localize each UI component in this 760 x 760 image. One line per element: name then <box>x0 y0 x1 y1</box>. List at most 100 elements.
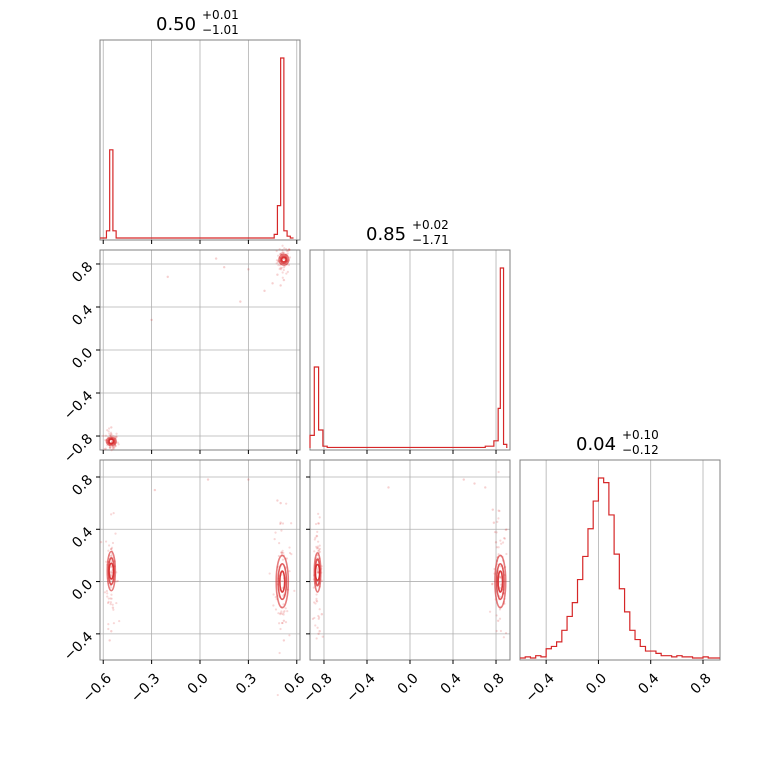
pair-0-cloud-0-1 <box>281 249 284 252</box>
pair-0-cloud-1-32 <box>114 444 117 447</box>
pair-1-cloud-1-35 <box>281 549 284 552</box>
pair-1-cloud-1-33 <box>278 651 281 655</box>
pair-2-cloud-0-42 <box>317 522 320 525</box>
pair-2-cloud-1-52 <box>501 541 505 544</box>
pair-2-cloud-1-38 <box>499 596 502 599</box>
param-2-title-minus: −0.12 <box>622 443 659 457</box>
pair-1-cloud-0-58 <box>110 575 113 578</box>
pair-1-cloud-0-36 <box>110 554 113 557</box>
pair-0-cloud-0-20 <box>286 270 289 274</box>
pair-1-cloud-0-53 <box>111 541 115 545</box>
pair-0-cloud-0-38 <box>278 248 281 251</box>
pair-2-cloud-0-48 <box>315 534 318 537</box>
pair-2-cloud-1-54 <box>493 530 497 534</box>
pair-2-cloud-1-37 <box>495 531 498 534</box>
pair-2-cloud-0-66 <box>313 550 316 553</box>
pair-2-cloud-1-67 <box>496 520 499 524</box>
param-0-title-plus: +0.01 <box>202 8 239 22</box>
pair-2-cloud-1-17 <box>497 470 500 474</box>
hist-2-frame <box>519 459 721 661</box>
pair-1-cloud-0-14 <box>110 555 113 558</box>
hist-0-steps <box>100 57 294 239</box>
pair-2-cloud-0-7 <box>318 516 321 519</box>
pair-1-cloud-1-50 <box>288 551 292 555</box>
pair-2-cloud-0-31 <box>316 568 319 572</box>
pair-1-cloud-0-35 <box>100 541 103 544</box>
pair-0-cloud-1-19 <box>109 431 113 434</box>
pair-0-contour-0-0 <box>280 256 287 263</box>
pair-2-cloud-1-20 <box>499 539 502 542</box>
pair-0-cloud-1-64 <box>112 445 115 449</box>
pair-2-cloud-0-39 <box>313 616 316 620</box>
pair-1-cloud-0-37 <box>112 622 116 625</box>
pair-2-point-4 <box>473 482 476 485</box>
pair-1-cloud-0-56 <box>118 619 121 623</box>
pair-2-cloud-0-0 <box>317 549 320 553</box>
pair-2-cloud-0-10 <box>316 547 319 550</box>
pair-1-cloud-0-67 <box>105 589 108 593</box>
pair-0-cloud-1-8 <box>108 432 111 435</box>
pair-2-cloud-0-44 <box>315 545 318 549</box>
pair-1-cloud-0-2 <box>107 597 110 600</box>
pair-2-cloud-1-9 <box>491 583 494 586</box>
pair-0-cloud-0-28 <box>278 267 281 271</box>
pair-2-cloud-1-15 <box>495 546 499 549</box>
hist-1-axes <box>309 249 511 454</box>
pair-0-cloud-0-68 <box>288 256 292 259</box>
pair-2-cloud-1-41 <box>497 546 500 549</box>
param-2-xtick-label-2: 0.4 <box>635 670 662 697</box>
pair-2-point-10 <box>387 486 390 489</box>
pair-2-point-6 <box>492 521 496 524</box>
pair-1-cloud-0-54 <box>112 512 115 515</box>
pair-1-cloud-0-65 <box>112 608 115 611</box>
pair-1-cloud-0-29 <box>109 586 112 589</box>
pair-1-cloud-1-67 <box>279 613 282 616</box>
param-2-ytick-label-2: 0.4 <box>69 524 96 551</box>
pair-1-cloud-0-44 <box>107 623 110 626</box>
pair-2-cloud-0-17 <box>315 547 318 550</box>
pair-0-cloud-0-14 <box>287 249 290 252</box>
pair-2-cloud-1-25 <box>499 629 503 633</box>
pair-1-cloud-1-32 <box>284 621 288 624</box>
pair-0-cloud-0-43 <box>288 248 291 251</box>
hist-2-steps <box>520 477 720 659</box>
pair-0-cloud-0-50 <box>280 266 283 269</box>
pair-0-cloud-1-42 <box>115 435 118 438</box>
pair-0-point-5 <box>271 282 274 285</box>
param-2-xtick-label-3: 0.8 <box>688 670 715 697</box>
pair-0-point-3 <box>166 275 169 279</box>
pair-1-cloud-1-39 <box>288 570 291 573</box>
pair-0-point-7 <box>263 289 266 293</box>
pair-1-cloud-1-27 <box>290 522 293 525</box>
pair-1-cloud-1-17 <box>280 551 283 554</box>
pair-2-cloud-0-23 <box>316 570 320 573</box>
pair-0-point-4 <box>247 268 250 271</box>
pair-1-cloud-1-9 <box>272 604 275 607</box>
pair-1-point-1 <box>110 547 113 551</box>
pair-2-cloud-0-49 <box>311 617 315 620</box>
pair-0-cloud-1-13 <box>108 446 111 449</box>
param-2-ytick-label-3: 0.8 <box>69 472 96 499</box>
param-1-ytick-label-2: 0.0 <box>69 345 96 372</box>
pair-1-cloud-0-13 <box>107 544 111 547</box>
pair-0-cloud-0-47 <box>281 251 284 254</box>
pair-1-contour-1-1 <box>277 562 288 601</box>
pair-2-cloud-1-66 <box>500 542 503 545</box>
pair-1-cloud-1-15 <box>282 551 285 555</box>
pair-1-cloud-1-26 <box>278 622 281 625</box>
pair-0-cloud-0-25 <box>281 244 284 247</box>
pair-0-point-0 <box>214 257 218 260</box>
pair-1-cloud-1-40 <box>282 613 285 616</box>
pair-2-cloud-0-3 <box>316 626 319 629</box>
pair-0-contour-0-2 <box>278 253 290 266</box>
pair-0-cloud-0-5 <box>275 262 278 265</box>
pair-2-cloud-0-36 <box>314 602 317 605</box>
pair-1-cloud-0-20 <box>105 560 108 563</box>
pair-0-cloud-1-62 <box>110 449 113 452</box>
pair-0-cloud-0-15 <box>286 252 289 255</box>
pair-1-cloud-0-46 <box>115 601 118 605</box>
pair-1-contour-0-1 <box>107 556 115 586</box>
pair-1-cloud-1-51 <box>285 502 288 505</box>
pair-1-point-10 <box>282 639 286 642</box>
